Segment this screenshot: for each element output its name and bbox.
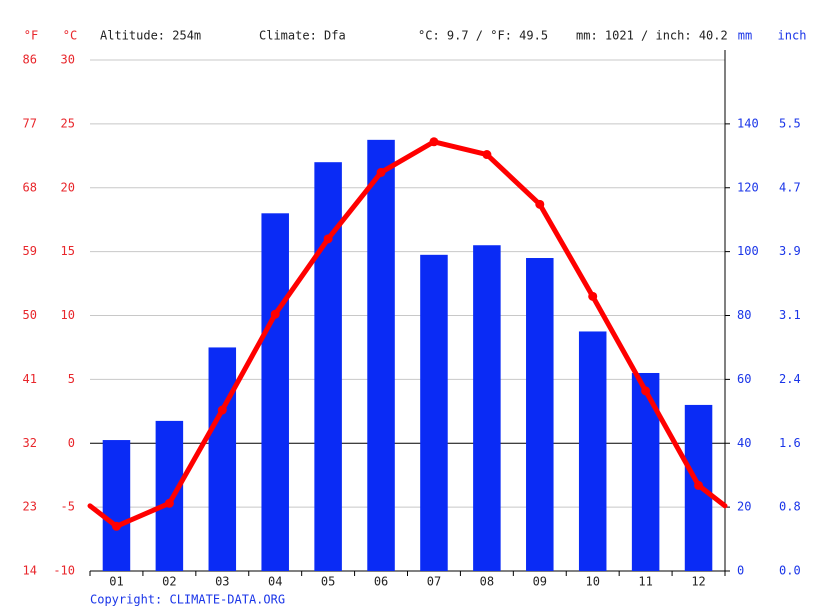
y2-tick-label: 80 [737, 308, 751, 322]
y2-tick-label-inch: 4.7 [779, 180, 801, 194]
point [694, 480, 704, 490]
y-tick-label-f: 59 [23, 244, 37, 258]
source: Copyright: CLIMATE-DATA.ORG [90, 593, 285, 607]
y2-tick-label: 40 [737, 436, 751, 450]
y-tick-label-f: 41 [23, 372, 37, 386]
y-tick-label: -5 [61, 500, 75, 514]
y-tick-label-f: 50 [23, 308, 37, 322]
point [217, 405, 227, 415]
point [535, 199, 545, 209]
y2-tick-label-inch: 2.4 [779, 372, 801, 386]
y-tick-label-f: 23 [23, 500, 37, 514]
y2-tick-label-inch: 0.8 [779, 500, 801, 514]
x-tick-label: 12 [691, 575, 705, 589]
y-tick-label-f: 77 [23, 116, 37, 130]
annotation: Altitude: 254m [100, 29, 201, 43]
y2-tick-label: 20 [737, 500, 751, 514]
line-wrap [87, 503, 119, 529]
point [641, 386, 651, 396]
y2-tick-label-inch: 3.1 [779, 308, 801, 322]
y-tick-label-f: 68 [23, 180, 37, 194]
point [588, 291, 598, 301]
x-tick-label: 07 [427, 575, 441, 589]
y-tick-label: 25 [61, 116, 75, 130]
y2-tick-label: 120 [737, 180, 759, 194]
temperature-line [115, 139, 701, 529]
bar [367, 139, 395, 571]
y2-tick-label: 60 [737, 372, 751, 386]
x-tick-label: 08 [480, 575, 494, 589]
y2-tick-label-inch: 0.0 [779, 564, 801, 578]
bar [261, 213, 289, 572]
y2-tick-label: 100 [737, 244, 759, 258]
x-tick-label: 01 [109, 575, 123, 589]
bar [526, 258, 554, 571]
y-tick-label: 15 [61, 244, 75, 258]
point [482, 150, 492, 160]
bar [155, 420, 184, 571]
point [164, 498, 174, 508]
y2-axis-label-inch: inch [778, 29, 807, 43]
bar [631, 372, 660, 571]
x-tick-label: 11 [638, 575, 652, 589]
y-axis-label-f: °F [24, 29, 38, 43]
x-tick-label: 04 [268, 575, 282, 589]
y2-tick-label: 0 [737, 564, 744, 578]
bar [578, 331, 607, 571]
line-wrap [696, 482, 728, 509]
y-tick-label-f: 86 [23, 53, 37, 67]
bar [473, 245, 501, 572]
bar [208, 347, 237, 571]
y-axis-label: °C [63, 29, 77, 43]
x-tick-label: 02 [162, 575, 176, 589]
y2-tick-label-inch: 1.6 [779, 436, 801, 450]
y2-tick-label-inch: 3.9 [779, 244, 801, 258]
annotation: mm: 1021 / inch: 40.2 [576, 29, 728, 43]
y2-tick-label: 140 [737, 116, 759, 130]
point [376, 167, 386, 177]
y-tick-label-f: 14 [23, 564, 37, 578]
y-tick-label: -10 [53, 564, 75, 578]
bar [102, 440, 131, 571]
x-tick-label: 09 [533, 575, 547, 589]
point [111, 521, 121, 531]
y-tick-label: 5 [68, 372, 75, 386]
x-tick-label: 05 [321, 575, 335, 589]
point [429, 137, 439, 147]
x-tick-label: 06 [374, 575, 388, 589]
y2-axis-label: mm [738, 29, 752, 43]
point [270, 309, 280, 319]
y-tick-label: 10 [61, 308, 75, 322]
y-tick-label-f: 32 [23, 436, 37, 450]
bar [420, 254, 448, 571]
y-tick-label: 0 [68, 436, 75, 450]
annotation: °C: 9.7 / °F: 49.5 [418, 29, 548, 43]
y-tick-label: 30 [61, 53, 75, 67]
x-tick-label: 03 [215, 575, 229, 589]
y2-tick-label-inch: 5.5 [779, 116, 801, 130]
x-tick-label: 10 [585, 575, 599, 589]
point [323, 234, 333, 244]
annotation: Climate: Dfa [259, 29, 346, 43]
y-tick-label: 20 [61, 180, 75, 194]
